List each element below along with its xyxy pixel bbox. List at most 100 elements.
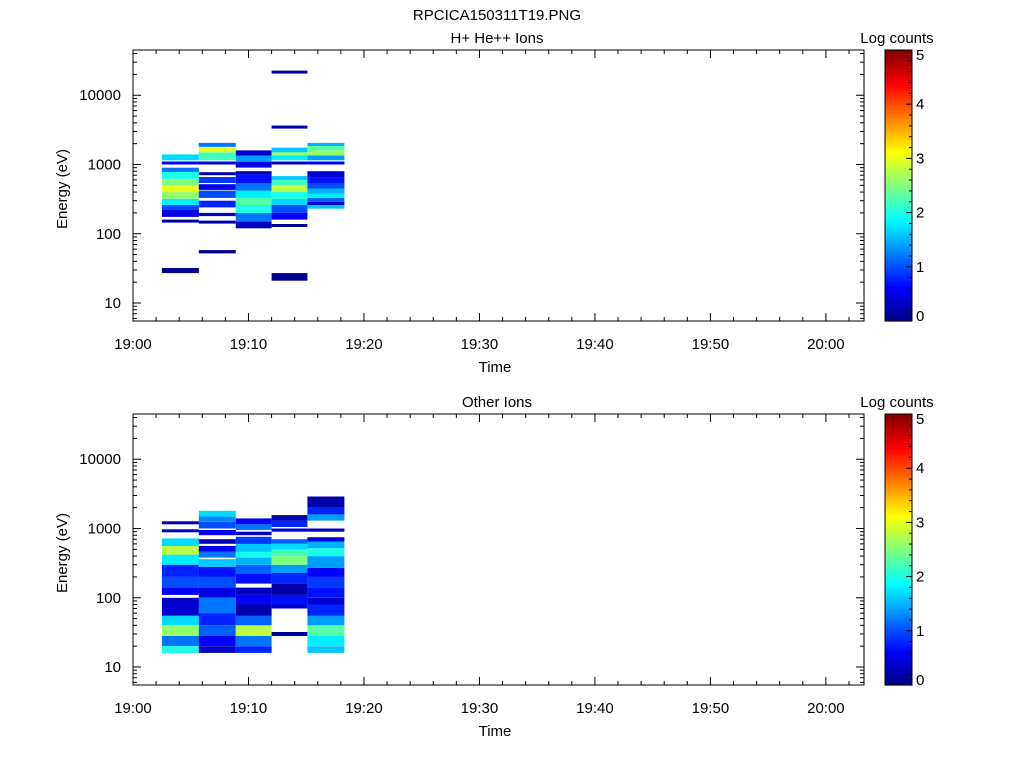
colorbar-segment xyxy=(885,55,912,59)
spectrogram-cell-s0-b5 xyxy=(161,597,199,601)
colorbar-segment xyxy=(885,489,912,494)
spectrogram-cell-s4-b5 xyxy=(307,597,345,605)
colorbar-segment xyxy=(885,204,912,208)
colorbar-segment xyxy=(885,503,912,507)
colorbar-segment xyxy=(885,492,912,496)
colorbar-segment xyxy=(885,120,912,124)
colorbar-segment xyxy=(885,544,912,548)
colorbar-segment xyxy=(885,163,912,168)
y-tick-label: 100 xyxy=(96,226,121,243)
spectrogram-cell-s1-b15 xyxy=(198,510,236,517)
figure-title: RPCICA150311T19.PNG xyxy=(413,7,581,24)
colorbar-segment xyxy=(885,190,912,195)
colorbar-segment xyxy=(885,188,912,192)
colorbar-segment xyxy=(885,74,912,78)
spectrogram-cell-s3-b10 xyxy=(271,528,308,532)
colorbar: 0 1 2 3 4 5 xyxy=(884,411,924,689)
colorbar-segment xyxy=(885,131,912,135)
colorbar-segment xyxy=(885,223,912,227)
colorbar-segment xyxy=(885,430,912,434)
colorbar-segment xyxy=(885,274,912,279)
spectrogram-cell-s2-b11 xyxy=(235,543,272,552)
colorbar-segment xyxy=(885,552,912,556)
colorbar-segment xyxy=(885,215,912,219)
x-axis-label: Time xyxy=(479,359,512,376)
colorbar-segment xyxy=(885,636,912,640)
spectrogram-cell-s1-b5 xyxy=(198,587,236,598)
colorbar-segment xyxy=(885,139,912,143)
colorbar-segment xyxy=(885,293,912,298)
colorbar-segment xyxy=(885,546,912,551)
colorbar-segment xyxy=(885,511,912,515)
spectrogram-cell-s0-b5 xyxy=(161,192,199,199)
colorbar-tick-label: 2 xyxy=(916,205,924,222)
spectrogram-cell-s3-b12 xyxy=(271,147,308,153)
colorbar-segment xyxy=(885,79,912,84)
colorbar-segment xyxy=(885,253,912,257)
colorbar-segment xyxy=(885,573,912,578)
colorbar-segment xyxy=(885,264,912,268)
spectrogram-cell-s0-b12 xyxy=(161,529,199,533)
colorbar-segment xyxy=(885,112,912,116)
colorbar-segment xyxy=(885,291,912,295)
colorbar-segment xyxy=(885,476,912,480)
colorbar-label: Log counts xyxy=(860,30,933,47)
colorbar-segment xyxy=(885,226,912,230)
spectrogram-cell-s2-b1 xyxy=(235,212,272,222)
colorbar-segment xyxy=(885,416,912,421)
colorbar-segment xyxy=(885,441,912,445)
colorbar-segment xyxy=(885,134,912,138)
spectrogram-cell-s4-b11 xyxy=(307,146,345,151)
colorbar-segment xyxy=(885,427,912,431)
colorbar-segment xyxy=(885,657,912,662)
colorbar-segment xyxy=(885,285,912,290)
spectrogram-cell-s0-b2 xyxy=(161,210,199,217)
colorbar-segment xyxy=(885,288,912,292)
colorbar-segment xyxy=(885,506,912,510)
spectrogram-cell-s3-b14 xyxy=(271,70,308,74)
colorbar-segment xyxy=(885,592,912,597)
x-tick-label: 20:00 xyxy=(807,700,845,717)
colorbar-segment xyxy=(885,117,912,122)
spectrogram-cell-s0-b4 xyxy=(161,198,199,205)
colorbar-segment xyxy=(885,666,912,670)
spectrogram-cell-s2-b12 xyxy=(235,536,272,544)
colorbar-tick-label: 1 xyxy=(916,259,924,276)
spectrogram-cell-s3-b11 xyxy=(271,152,308,156)
spectrogram-cell-s1-b2 xyxy=(198,212,236,217)
spectrogram-cell-s2-b3 xyxy=(235,615,272,626)
spectrogram-cell-s3-b4 xyxy=(271,572,308,584)
colorbar-segment xyxy=(885,560,912,564)
colorbar-segment xyxy=(885,535,912,540)
spectrogram-cell-s0-b10 xyxy=(161,161,199,165)
colorbar-segment xyxy=(885,228,912,233)
spectrogram-cell-s0-b10 xyxy=(161,545,199,555)
spectrogram-cell-s3-b6 xyxy=(271,185,308,192)
spectrogram-cell-s0-b9 xyxy=(161,554,199,565)
colorbar-segment xyxy=(885,451,912,456)
x-tick-label: 19:30 xyxy=(461,336,499,353)
spectrogram-cell-s4-b4 xyxy=(307,188,345,194)
spectrogram-cell-s1-b7 xyxy=(198,566,236,577)
colorbar-segment xyxy=(885,487,912,491)
spectrogram-cell-s3-b12 xyxy=(271,515,308,521)
colorbar-segment xyxy=(885,647,912,651)
colorbar-segment xyxy=(885,158,912,162)
colorbar-segment xyxy=(885,250,912,254)
spectrogram-cell-s4-b8 xyxy=(307,161,345,165)
colorbar-segment xyxy=(885,299,912,303)
colorbar-segment xyxy=(885,579,912,583)
spectrogram-cell-s4-b8 xyxy=(307,567,345,577)
colorbar-segment xyxy=(885,655,912,659)
colorbar-segment xyxy=(885,318,912,322)
colorbar-segment xyxy=(885,247,912,252)
spectrogram-cell-s4-b10 xyxy=(307,548,345,557)
colorbar-segment xyxy=(885,414,912,418)
colorbar-segment xyxy=(885,66,912,70)
colorbar-segment xyxy=(885,280,912,284)
colorbar-segment xyxy=(885,563,912,567)
colorbar-segment xyxy=(885,671,912,675)
colorbar-segment xyxy=(885,310,912,314)
spectrogram-cell-s4-b0 xyxy=(307,646,345,653)
spectrogram-cell-s1-b0 xyxy=(198,250,236,254)
